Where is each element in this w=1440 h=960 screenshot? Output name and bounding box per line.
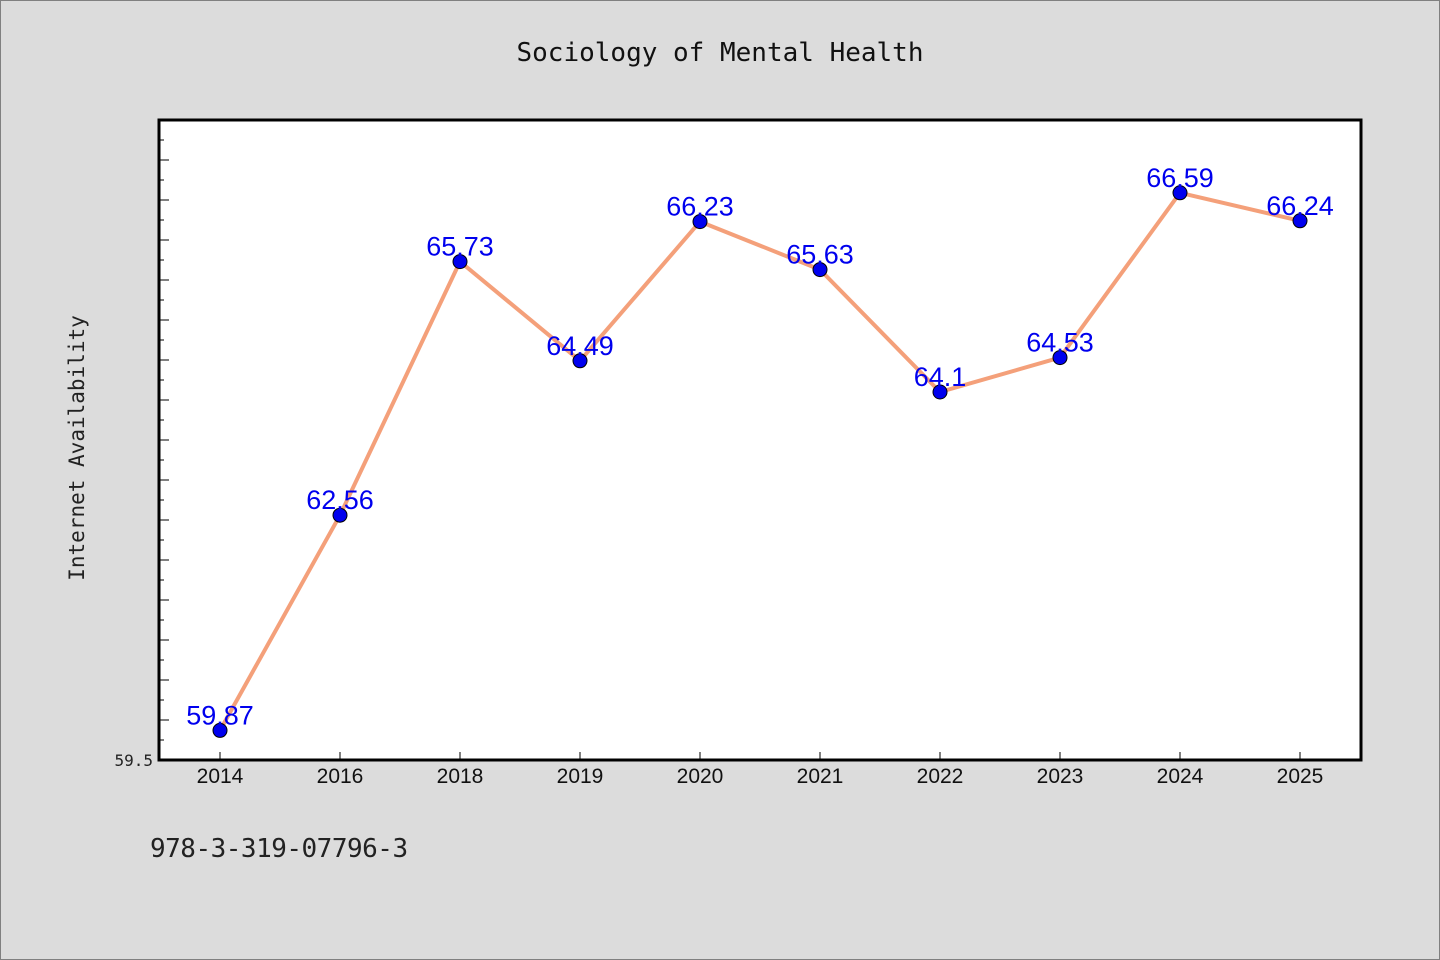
data-point <box>1052 350 1068 366</box>
y-axis-ticks: 59.5 <box>114 139 169 770</box>
x-tick-label: 2023 <box>1037 765 1084 788</box>
data-label: 66.24 <box>1266 191 1334 221</box>
data-label-layer: 59.87 62.56 65.73 64.49 66.23 65.63 64.1 64.53 6… <box>186 163 1334 731</box>
series-layer <box>218 190 1301 732</box>
x-tick-label: 2024 <box>1157 765 1204 788</box>
y-tick-label: 59.5 <box>114 751 153 770</box>
data-point <box>212 722 228 738</box>
x-tick-label: 2019 <box>557 765 604 788</box>
x-tick-label: 2020 <box>677 765 724 788</box>
data-point <box>572 353 588 369</box>
data-label: 64.1 <box>914 362 967 392</box>
data-point <box>932 384 948 400</box>
data-label: 62.56 <box>306 485 374 515</box>
x-tick-label: 2016 <box>317 765 364 788</box>
data-label: 66.59 <box>1146 163 1214 193</box>
x-tick-label: 2022 <box>917 765 964 788</box>
data-point <box>812 262 828 278</box>
x-tick-label: 2021 <box>797 765 844 788</box>
data-point <box>1292 213 1308 229</box>
marker-layer <box>212 185 1308 738</box>
y-axis-label: Internet Availability <box>65 315 89 581</box>
plot-area <box>157 118 1363 762</box>
chart-title: Sociology of Mental Health <box>517 38 924 68</box>
data-point <box>692 214 708 230</box>
series-line <box>218 190 1301 732</box>
x-axis-ticks: 2014 2016 2018 2019 2020 2021 2022 2023 2024 2025 <box>197 752 1324 788</box>
data-label: 64.53 <box>1026 328 1094 358</box>
data-label: 66.23 <box>666 192 734 222</box>
data-label: 64.49 <box>546 331 614 361</box>
data-label: 65.63 <box>786 240 854 270</box>
data-point <box>332 507 348 523</box>
data-point <box>1172 185 1188 201</box>
x-tick-label: 2014 <box>197 765 244 788</box>
x-tick-label: 2018 <box>437 765 484 788</box>
data-label: 65.73 <box>426 232 494 262</box>
data-label: 59.87 <box>186 700 254 730</box>
isbn-footer: 978-3-319-07796-3 <box>150 834 408 864</box>
x-tick-label: 2025 <box>1277 765 1324 788</box>
data-point <box>452 254 468 270</box>
